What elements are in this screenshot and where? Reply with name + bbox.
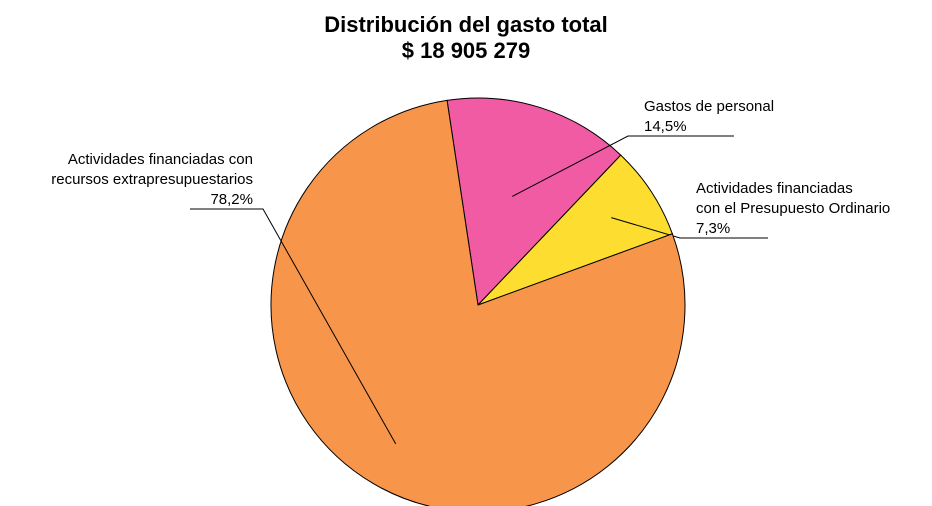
leader-line-1 xyxy=(611,217,768,239)
slice-label-1: con el Presupuesto Ordinario xyxy=(696,200,890,217)
chart-title: Distribución del gasto total xyxy=(324,12,608,37)
leader-line-2 xyxy=(190,208,397,445)
leader-line-0 xyxy=(512,135,734,197)
pie-slice-0 xyxy=(446,97,622,307)
slice-percent-2: 78,2% xyxy=(210,191,253,208)
slice-label-1: Actividades financiadas xyxy=(696,180,853,197)
slice-percent-1: 7,3% xyxy=(696,220,730,237)
chart-subtitle: $ 18 905 279 xyxy=(401,38,531,63)
slice-percent-0: 14,5% xyxy=(644,118,687,135)
slice-label-2: Actividades financiadas con xyxy=(68,151,253,168)
pie-slice-2 xyxy=(270,99,686,506)
slice-label-2: recursos extrapresupuestarios xyxy=(51,171,253,188)
slice-label-0: Gastos de personal xyxy=(644,98,774,115)
